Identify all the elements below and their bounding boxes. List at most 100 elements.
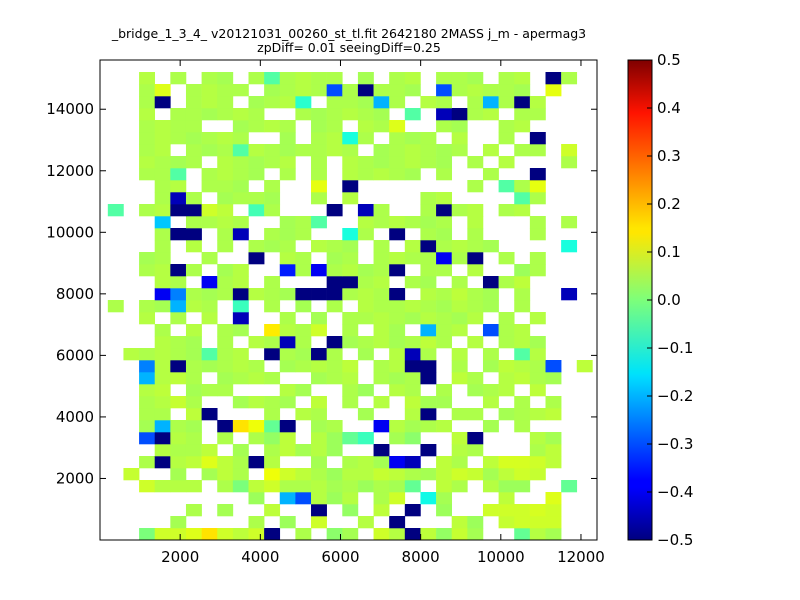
heatmap-cell bbox=[185, 216, 202, 229]
heatmap-cell bbox=[279, 444, 296, 457]
heatmap-cell bbox=[185, 384, 202, 397]
heatmap-cell bbox=[561, 288, 578, 301]
heatmap-cell bbox=[404, 300, 421, 313]
heatmap-cell bbox=[264, 336, 281, 349]
x-tick-label: 12000 bbox=[557, 548, 605, 566]
heatmap-cell bbox=[311, 132, 327, 145]
colorbar-tick-label: 0.0 bbox=[657, 291, 681, 309]
heatmap-cell bbox=[467, 384, 484, 397]
heatmap-cell bbox=[436, 312, 453, 325]
heatmap-cell bbox=[420, 372, 437, 385]
heatmap-cell bbox=[357, 300, 374, 313]
heatmap-cell bbox=[436, 96, 453, 109]
heatmap-cell bbox=[514, 180, 531, 193]
heatmap-cell bbox=[232, 324, 249, 337]
heatmap-cell bbox=[514, 300, 531, 313]
heatmap-cell bbox=[373, 468, 390, 481]
heatmap-cell bbox=[373, 156, 390, 169]
heatmap-cell bbox=[248, 336, 265, 349]
heatmap-cell bbox=[170, 396, 187, 409]
heatmap-cell bbox=[545, 456, 562, 469]
heatmap-cell bbox=[389, 372, 406, 385]
heatmap-cell bbox=[217, 504, 234, 517]
heatmap-cell bbox=[482, 84, 499, 97]
heatmap-cell bbox=[529, 456, 546, 469]
heatmap-cell bbox=[311, 216, 327, 229]
heatmap-cell bbox=[201, 408, 218, 421]
heatmap-cell bbox=[529, 516, 546, 529]
heatmap-cell bbox=[482, 96, 499, 109]
heatmap-cell bbox=[217, 168, 234, 181]
colorbar-tick-label: −0.5 bbox=[657, 531, 693, 549]
heatmap-cell bbox=[514, 120, 531, 133]
heatmap-cell bbox=[326, 336, 343, 349]
heatmap-cell bbox=[482, 480, 499, 493]
heatmap-cell bbox=[451, 132, 468, 145]
heatmap-cell bbox=[264, 120, 281, 133]
heatmap-cell bbox=[467, 288, 484, 301]
heatmap-cell bbox=[185, 240, 202, 253]
heatmap-cell bbox=[373, 276, 390, 289]
heatmap-cell bbox=[342, 324, 359, 337]
heatmap-cell bbox=[498, 408, 515, 421]
heatmap-cell bbox=[514, 348, 531, 361]
heatmap-cell bbox=[482, 276, 499, 289]
heatmap-cell bbox=[436, 528, 453, 541]
heatmap-cell bbox=[357, 288, 374, 301]
heatmap-cell bbox=[217, 336, 234, 349]
heatmap-cell bbox=[154, 432, 171, 445]
heatmap-cell bbox=[420, 312, 437, 325]
heatmap-cell bbox=[529, 192, 546, 205]
heatmap-cell bbox=[248, 288, 265, 301]
heatmap-cell bbox=[389, 420, 406, 433]
heatmap-cell bbox=[498, 204, 515, 217]
heatmap-cell bbox=[342, 240, 359, 253]
heatmap-cell bbox=[373, 204, 390, 217]
heatmap-cell bbox=[326, 300, 343, 313]
heatmap-cell bbox=[139, 72, 156, 85]
heatmap-cell bbox=[514, 264, 531, 277]
heatmap-cell bbox=[295, 324, 312, 337]
heatmap-cell bbox=[139, 132, 156, 145]
heatmap-cell bbox=[201, 312, 218, 325]
heatmap-cell bbox=[139, 312, 156, 325]
heatmap-cell bbox=[232, 168, 249, 181]
heatmap-cell bbox=[561, 156, 578, 169]
heatmap-cell bbox=[139, 528, 156, 541]
heatmap-cell bbox=[170, 168, 187, 181]
heatmap-cell bbox=[264, 348, 281, 361]
heatmap-cell bbox=[451, 288, 468, 301]
heatmap-cell bbox=[373, 312, 390, 325]
heatmap-cell bbox=[326, 480, 343, 493]
heatmap-cell bbox=[154, 240, 171, 253]
heatmap-cell bbox=[139, 408, 156, 421]
heatmap-cell bbox=[529, 384, 546, 397]
heatmap-cell bbox=[154, 216, 171, 229]
heatmap-cell bbox=[436, 420, 453, 433]
heatmap-cell bbox=[529, 264, 546, 277]
heatmap-cell bbox=[342, 396, 359, 409]
heatmap-cell bbox=[420, 336, 437, 349]
heatmap-cell bbox=[529, 408, 546, 421]
heatmap-cell bbox=[420, 408, 437, 421]
heatmap-cell bbox=[436, 504, 453, 517]
heatmap-cell bbox=[139, 252, 156, 265]
heatmap-cell bbox=[389, 312, 406, 325]
heatmap-cell bbox=[295, 252, 312, 265]
heatmap-cell bbox=[154, 276, 171, 289]
heatmap-cell bbox=[217, 324, 234, 337]
heatmap-cell bbox=[404, 432, 421, 445]
heatmap-cell bbox=[201, 348, 218, 361]
heatmap-cell bbox=[498, 324, 515, 337]
heatmap-cell bbox=[264, 432, 281, 445]
heatmap-cell bbox=[201, 456, 218, 469]
heatmap-cell bbox=[326, 528, 343, 541]
heatmap-cell bbox=[139, 120, 156, 133]
heatmap-cell bbox=[185, 264, 202, 277]
heatmap-cell bbox=[154, 408, 171, 421]
heatmap-cell bbox=[139, 300, 156, 313]
heatmap-cell bbox=[529, 504, 546, 517]
heatmap-cell bbox=[373, 372, 390, 385]
heatmap-cell bbox=[311, 480, 327, 493]
heatmap-cell bbox=[373, 84, 390, 97]
